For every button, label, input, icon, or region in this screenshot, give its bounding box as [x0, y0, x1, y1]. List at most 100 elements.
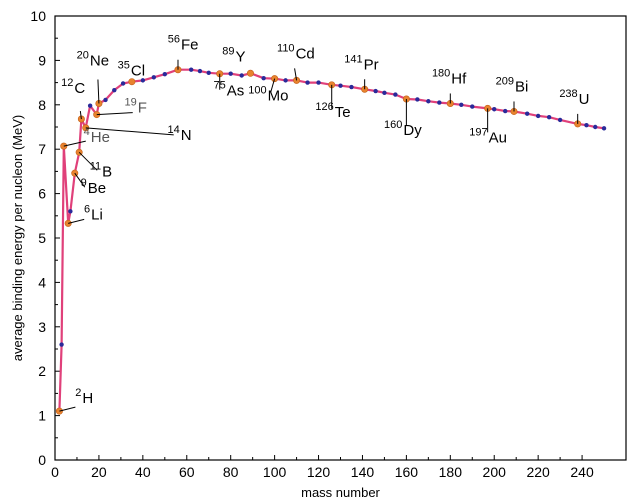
isotope-symbol: Au — [489, 129, 507, 146]
data-point — [112, 87, 117, 93]
leader-line — [59, 406, 76, 412]
x-tick-label: 120 — [307, 464, 331, 480]
isotope-symbol: Cd — [296, 45, 315, 62]
isotope-symbol: Pr — [364, 56, 379, 73]
data-point — [305, 80, 310, 85]
isotope-symbol: Ne — [90, 52, 109, 69]
plot-frame — [54, 15, 627, 461]
y-tick-label: 3 — [38, 319, 46, 335]
isotope-symbol: As — [227, 83, 245, 100]
isotope-mass-number: 89 — [222, 45, 234, 57]
isotope-mass-number: 75 — [213, 80, 225, 92]
data-point — [492, 107, 497, 112]
leader-line — [97, 79, 100, 104]
data-point — [162, 71, 168, 77]
curve-layer — [58, 68, 605, 412]
data-point — [151, 75, 157, 80]
data-point — [415, 97, 420, 102]
x-tick-label: 0 — [51, 464, 59, 480]
data-point — [535, 113, 541, 119]
isotope-symbol: Y — [235, 48, 245, 65]
y-tick-label: 7 — [38, 141, 46, 157]
isotope-mass-number: 110 — [277, 42, 295, 54]
data-point — [470, 104, 475, 109]
data-point — [382, 90, 387, 96]
data-point — [524, 111, 530, 116]
data-point — [593, 124, 598, 130]
isotope-mass-number: 11 — [90, 160, 101, 172]
data-point — [140, 78, 146, 83]
isotope-symbol: Hf — [451, 70, 467, 87]
y-tick-label: 9 — [38, 52, 46, 68]
leader-line — [294, 68, 298, 81]
isotope-symbol: Dy — [403, 122, 422, 139]
data-point — [228, 71, 233, 76]
leader-line — [85, 127, 174, 136]
isotope-labels-layer: 2 H 6 Li 9 Be 4 He 11 B 14 N 12 C 19 F 20 Ne 35 Cl 56 Fe 75 As 8… — [59, 34, 590, 412]
x-axis-title: mass number — [301, 485, 380, 500]
data-point — [503, 108, 508, 114]
isotope-mass-number: 19 — [124, 97, 136, 109]
y-tick-label: 6 — [38, 186, 46, 202]
x-tick-label: 220 — [526, 464, 550, 480]
isotope-symbol: H — [82, 390, 93, 407]
isotope-symbol: F — [138, 100, 147, 117]
isotope-point — [246, 69, 254, 77]
isotope-symbol: N — [181, 127, 192, 144]
data-point — [239, 73, 244, 78]
isotope-mass-number: 180 — [432, 67, 450, 79]
axes-layer: 0 20 40 60 80 100 120 140 160 180 200 220 2400123456… — [30, 8, 627, 480]
data-point — [393, 92, 398, 97]
data-point — [68, 209, 73, 214]
isotope-mass-number: 4 — [84, 126, 90, 138]
data-point — [261, 75, 266, 81]
data-point — [316, 80, 321, 85]
isotope-mass-number: 56 — [168, 34, 180, 46]
data-point — [437, 100, 442, 105]
isotope-symbol: Mo — [268, 88, 289, 105]
x-tick-label: 160 — [395, 464, 419, 480]
data-point — [87, 103, 93, 108]
isotope-mass-number: 35 — [118, 60, 130, 72]
isotope-symbol: Fe — [181, 37, 199, 54]
isotope-mass-number: 100 — [248, 85, 266, 97]
isotope-symbol: Te — [335, 104, 351, 121]
leader-line — [96, 112, 133, 116]
y-axis-title: average binding energy per nucleon (MeV) — [10, 115, 25, 361]
y-tick-label: 8 — [38, 97, 46, 113]
isotope-mass-number: 238 — [559, 88, 577, 100]
isotope-symbol: He — [91, 129, 110, 146]
binding-energy-curve — [58, 68, 605, 412]
x-tick-label: 60 — [179, 464, 195, 480]
isotope-mass-number: 209 — [496, 75, 514, 87]
data-point — [338, 83, 343, 88]
isotope-symbol: Cl — [131, 63, 145, 80]
leader-line — [74, 172, 86, 188]
leader-line — [78, 151, 98, 171]
isotope-symbol: U — [579, 91, 590, 108]
isotope-mass-number: 2 — [75, 387, 81, 399]
isotope-mass-number: 197 — [469, 126, 487, 138]
isotope-point — [128, 78, 136, 86]
y-tick-label: 2 — [38, 363, 46, 379]
x-tick-label: 20 — [91, 464, 107, 480]
isotope-mass-number: 6 — [84, 203, 90, 215]
y-tick-label: 0 — [38, 452, 46, 468]
leader-line — [68, 218, 85, 224]
data-point — [373, 88, 378, 94]
x-tick-label: 80 — [223, 464, 239, 480]
isotope-mass-number: 141 — [344, 53, 362, 65]
x-tick-label: 40 — [135, 464, 151, 480]
leader-line — [79, 110, 82, 120]
data-point — [584, 123, 589, 128]
data-point — [546, 115, 552, 120]
leader-line — [63, 140, 86, 147]
leader-line — [270, 78, 276, 93]
isotope-symbol: C — [74, 80, 85, 97]
x-tick-label: 180 — [439, 464, 463, 480]
data-point — [206, 70, 211, 76]
points-layer — [55, 66, 607, 415]
data-point — [120, 81, 126, 86]
y-tick-label: 4 — [38, 274, 46, 290]
